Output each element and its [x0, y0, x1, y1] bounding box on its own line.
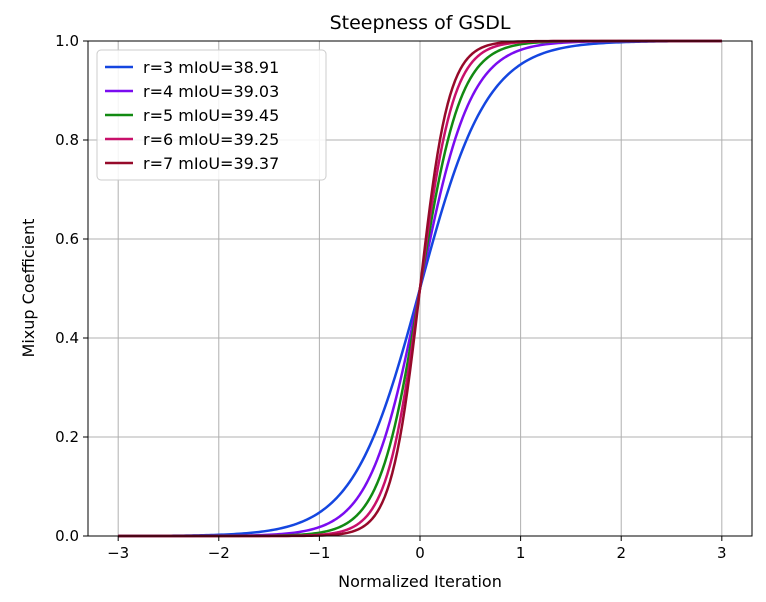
x-tick-label: −2: [208, 544, 230, 562]
y-tick-label: 0.4: [55, 329, 79, 347]
legend-label: r=3 mIoU=38.91: [143, 58, 279, 77]
legend-box: [96, 49, 327, 181]
x-tick-label: −1: [308, 544, 330, 562]
x-tick-label: 0: [415, 544, 425, 562]
x-tick-label: 1: [516, 544, 526, 562]
y-tick-label: 1.0: [55, 32, 79, 50]
legend-label: r=6 mIoU=39.25: [143, 130, 279, 149]
y-axis-label: Mixup Coefficient: [19, 219, 38, 358]
chart-title: Steepness of GSDL: [330, 12, 511, 34]
y-tick-label: 0.0: [55, 527, 79, 545]
x-tick-label: 2: [616, 544, 626, 562]
axis-ticks: −3 −2 −1 0 1 2 3 0.0 0.2 0.4 0.6 0.8 1.0: [55, 32, 726, 562]
x-tick-label: −3: [107, 544, 129, 562]
y-tick-label: 0.6: [55, 230, 79, 248]
legend-label: r=5 mIoU=39.45: [143, 106, 279, 125]
y-tick-label: 0.2: [55, 428, 79, 446]
legend-label: r=7 mIoU=39.37: [143, 154, 279, 173]
y-tick-label: 0.8: [55, 131, 79, 149]
x-tick-label: 3: [717, 544, 727, 562]
x-axis-label: Normalized Iteration: [338, 572, 502, 591]
legend: r=3 mIoU=38.91 r=4 mIoU=39.03 r=5 mIoU=39.…: [96, 49, 327, 181]
legend-label: r=4 mIoU=39.03: [143, 82, 279, 101]
